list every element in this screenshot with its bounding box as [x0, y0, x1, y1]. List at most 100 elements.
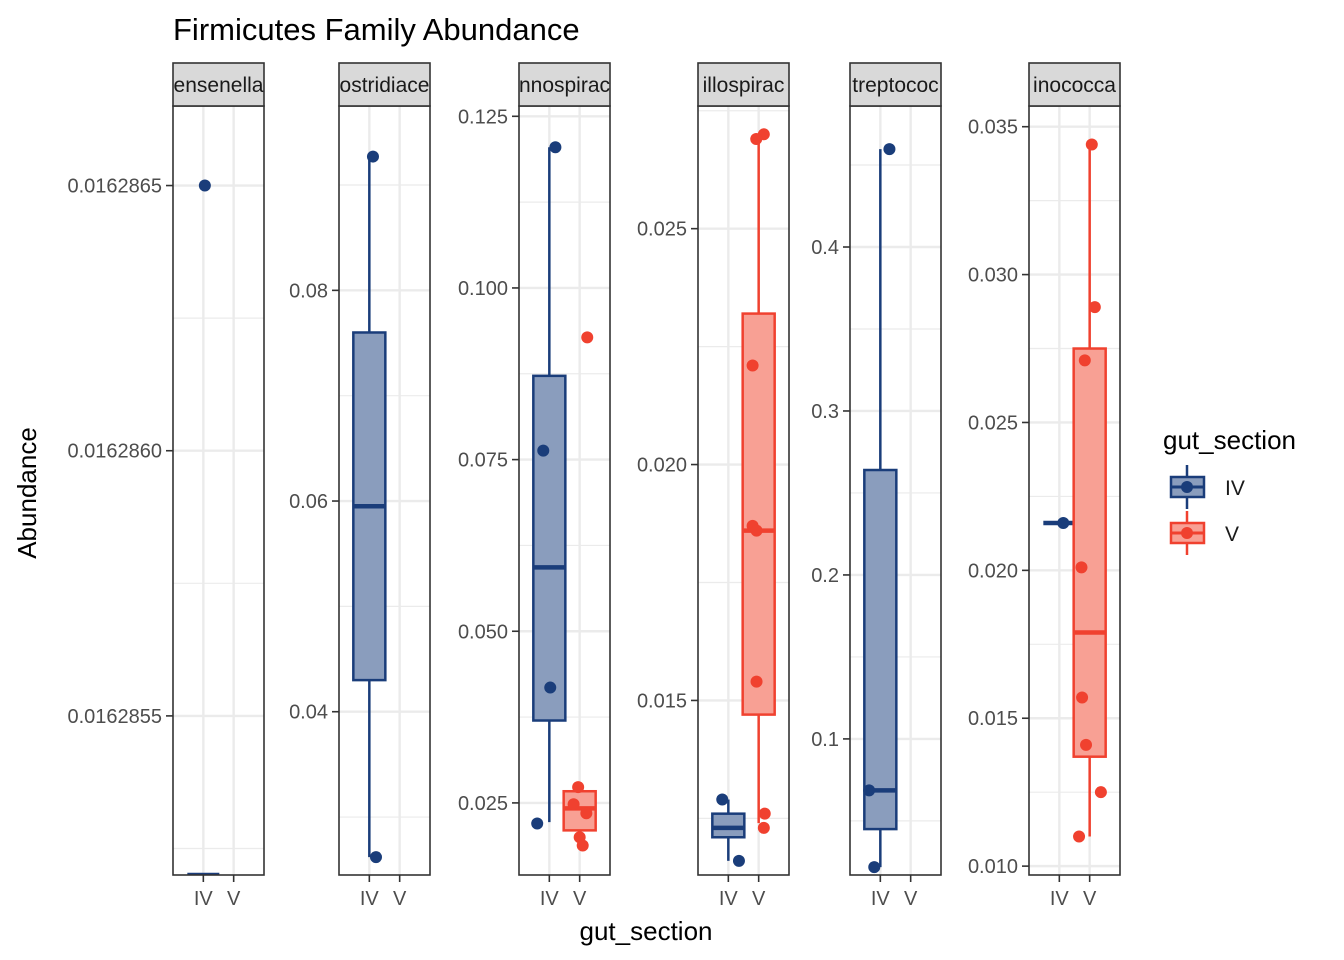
data-point-V [1076, 691, 1089, 704]
panel-border [172, 105, 265, 876]
y-tick-label: 0.020 [637, 455, 687, 477]
y-tick-label: 0.4 [811, 237, 839, 259]
box-V [1072, 144, 1107, 837]
data-point-V [1075, 561, 1088, 574]
facet-panel: ostridiace 0.04 0.06 0.08 IV V [289, 62, 431, 910]
box-IV [711, 799, 746, 861]
x-tick-label: V [227, 888, 241, 910]
x-tick-label: IV [871, 888, 891, 910]
legend-key-V: V [1169, 511, 1239, 555]
x-tick-label: V [393, 888, 407, 910]
y-tick-label: 0.0162860 [67, 441, 162, 463]
facet-strip [849, 62, 942, 107]
x-tick-label: IV [540, 888, 560, 910]
plot-area [339, 106, 430, 875]
x-tick-label: V [904, 888, 918, 910]
data-point-IV [366, 150, 379, 163]
plot-area [519, 106, 610, 875]
data-point-IV [531, 817, 544, 830]
data-point-V [758, 807, 771, 820]
y-tick-label: 0.030 [968, 265, 1018, 287]
y-tick-label: 0.06 [289, 491, 328, 513]
legend-key-point [1181, 481, 1193, 493]
facet-panel: nnospirac 0.025 0.050 0.075 0.100 0.125 IV V [458, 62, 611, 910]
plot-area [850, 106, 941, 875]
data-point-V [750, 524, 763, 537]
box-body [1072, 347, 1107, 758]
data-point-V [580, 807, 593, 820]
chart-title: Firmicutes Family Abundance [173, 12, 580, 47]
facet-strip [172, 62, 265, 107]
y-tick-label: 0.125 [458, 106, 508, 128]
box-body [711, 812, 746, 839]
x-tick-label: IV [360, 888, 380, 910]
y-tick-label: 0.2 [811, 565, 839, 587]
facet-strip [518, 62, 611, 107]
box-V [741, 134, 776, 824]
facet-strip-label: illospirac [703, 74, 785, 97]
box-IV [863, 149, 898, 868]
data-point-IV [549, 141, 562, 154]
data-point-IV [198, 179, 211, 192]
facet-strip-label: ostridiace [340, 74, 430, 97]
y-tick-label: 0.020 [968, 560, 1018, 582]
data-point-IV [544, 681, 557, 694]
data-point-IV [868, 861, 881, 874]
y-tick-label: 0.0162865 [67, 176, 162, 198]
data-point-V [572, 781, 585, 794]
y-axis-title: Abundance [12, 427, 42, 559]
y-tick-label: 0.100 [458, 278, 508, 300]
data-point-V [576, 839, 589, 852]
facet-panel: inococca 0.010 0.015 0.020 0.025 0.030 0.035 IV… [968, 62, 1121, 910]
y-tick-label: 0.1 [811, 729, 839, 751]
data-point-V [1088, 301, 1101, 314]
facet-panels: ensenella 0.0162855 0.0162860 0.0162865 IV Vo… [67, 62, 1121, 910]
box-body [741, 312, 776, 716]
facet-strip [1028, 62, 1121, 107]
data-point-IV [716, 793, 729, 806]
facet-strip-label: nnospirac [519, 74, 610, 97]
data-point-IV [537, 444, 550, 457]
plot-area [173, 106, 264, 875]
data-point-V [746, 359, 759, 372]
box-IV [352, 156, 387, 858]
y-tick-label: 0.025 [968, 412, 1018, 434]
x-tick-label: IV [194, 888, 214, 910]
plot-area [1029, 106, 1120, 875]
data-point-V [757, 821, 770, 834]
facet-strip [338, 62, 431, 107]
y-tick-label: 0.025 [637, 219, 687, 241]
x-tick-label: V [1083, 888, 1097, 910]
legend-title: gut_section [1163, 425, 1296, 455]
data-point-IV [1057, 517, 1070, 530]
data-point-V [581, 331, 594, 344]
y-tick-label: 0.04 [289, 702, 328, 724]
data-point-V [1094, 786, 1107, 799]
box-IV [532, 147, 567, 823]
y-tick-label: 0.08 [289, 280, 328, 302]
x-tick-label: IV [719, 888, 739, 910]
y-tick-label: 0.050 [458, 621, 508, 643]
legend: gut_section IV V [1163, 425, 1296, 555]
y-tick-label: 0.025 [458, 793, 508, 815]
y-tick-label: 0.010 [968, 856, 1018, 878]
facet-strip [697, 62, 790, 107]
data-point-V [1085, 138, 1098, 151]
facet-strip-label: treptococ [852, 74, 938, 97]
data-point-V [1080, 738, 1093, 751]
data-point-IV [863, 784, 876, 797]
data-point-V [1078, 354, 1091, 367]
x-tick-label: V [752, 888, 766, 910]
plot-area [698, 106, 789, 875]
box-body [863, 468, 898, 831]
data-point-IV [883, 143, 896, 156]
y-tick-label: 0.015 [968, 708, 1018, 730]
y-tick-label: 0.3 [811, 401, 839, 423]
data-point-IV [370, 851, 383, 864]
data-point-IV [732, 854, 745, 867]
data-point-V [1073, 830, 1086, 843]
data-point-V [750, 675, 763, 688]
legend-label: IV [1225, 477, 1245, 500]
y-tick-label: 0.0162855 [67, 706, 162, 728]
